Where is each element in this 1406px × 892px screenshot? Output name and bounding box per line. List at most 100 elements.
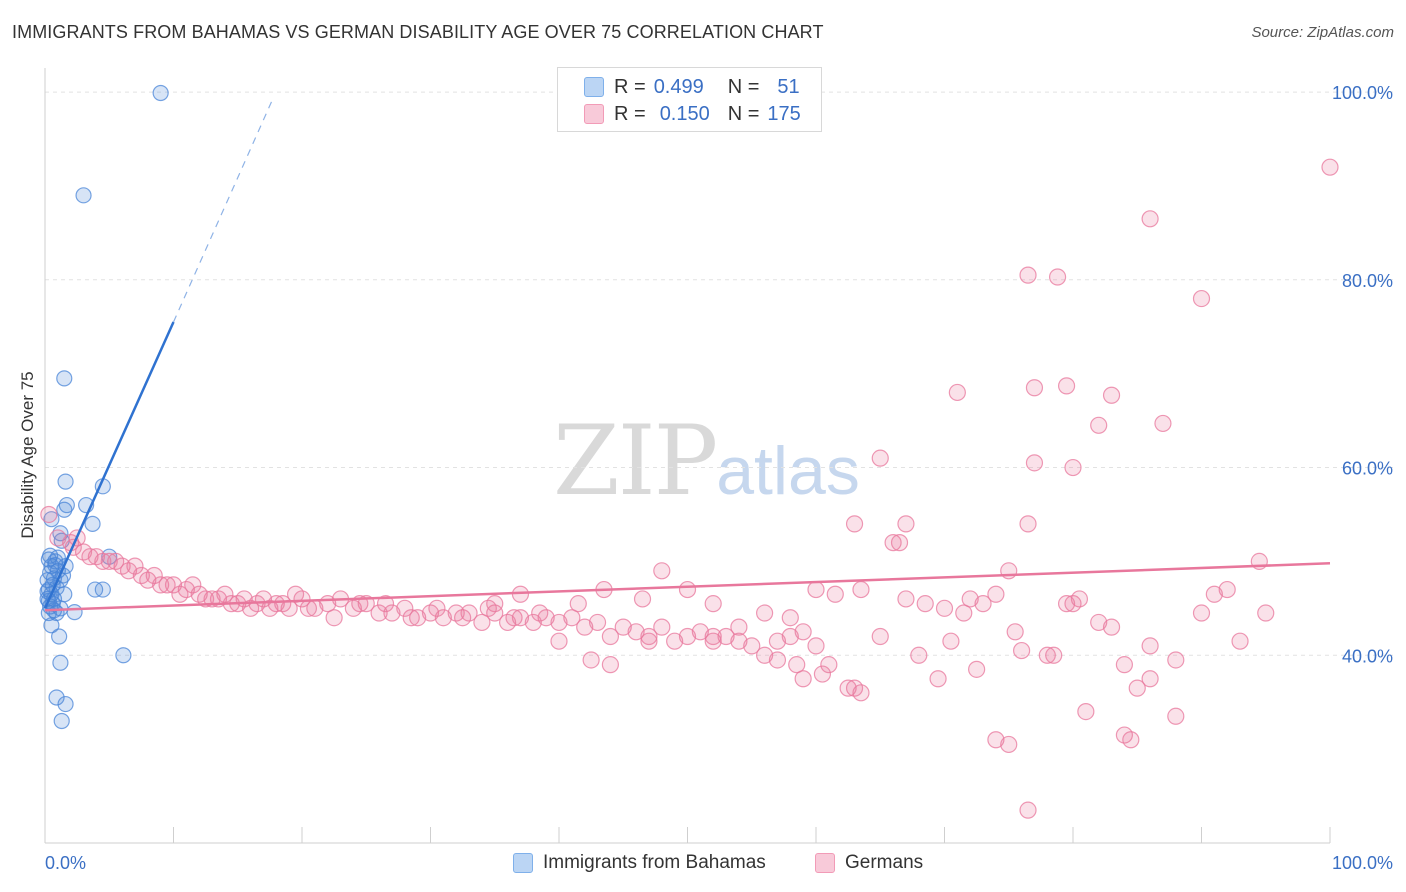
germans-point [325, 609, 343, 627]
germans-point [40, 505, 58, 524]
watermark: ZIPatlas [553, 405, 860, 517]
germans-point [1102, 618, 1121, 636]
germans-point [717, 627, 735, 646]
germans-point [871, 449, 889, 467]
y-tick-label: 100.0% [1332, 83, 1393, 103]
germans-point [1019, 801, 1037, 819]
legend-swatch-bahamas [513, 853, 533, 873]
germans-point [678, 627, 697, 646]
germans-point [1115, 656, 1134, 674]
legend-r-value: 0.499 [653, 75, 704, 98]
bahamas-point [53, 712, 70, 730]
bahamas-point [51, 628, 68, 645]
germans-point [428, 599, 446, 617]
germans-point [1019, 266, 1037, 284]
germans-point [852, 580, 870, 599]
germans-point [961, 590, 979, 608]
germans-point [826, 585, 844, 603]
germans-point [948, 383, 966, 402]
germans-point [1012, 641, 1031, 660]
y-tick-label: 40.0% [1342, 646, 1393, 666]
germans-point [531, 604, 549, 622]
bahamas-point [84, 515, 101, 532]
germans-point [1192, 289, 1211, 308]
germans-point [871, 627, 889, 646]
germans-point [1128, 679, 1146, 697]
germans-point [434, 609, 452, 627]
germans-point [974, 595, 992, 613]
germans-point [145, 566, 163, 585]
x-tick-label: 0.0% [45, 853, 86, 873]
bahamas-point [75, 187, 92, 204]
germans-point [942, 632, 960, 650]
legend-n-label: N = [727, 75, 760, 98]
germans-point [576, 618, 594, 636]
germans-point [1070, 590, 1089, 608]
germans-point [1218, 580, 1236, 599]
source-label: Source: ZipAtlas.com [1251, 24, 1394, 41]
legend-item-germans: Germans [815, 852, 923, 874]
germans-point [640, 632, 658, 650]
germans-point [402, 609, 420, 627]
germans-point [1077, 702, 1095, 721]
germans-point [813, 665, 832, 683]
bahamas-point [56, 501, 73, 518]
germans-point [376, 595, 395, 613]
germans-point [171, 585, 189, 603]
germans-point [158, 576, 176, 594]
germans-point [1090, 613, 1108, 632]
watermark-zip: ZIP [553, 405, 718, 517]
germans-point [691, 623, 709, 641]
bahamas-point [43, 617, 60, 634]
germans-point [152, 576, 170, 594]
germans-point [897, 515, 915, 533]
legend-r-label: R = [614, 75, 646, 98]
germans-point [100, 552, 118, 571]
germans-point [184, 576, 202, 594]
x-tick-label: 100.0% [1332, 853, 1393, 873]
germans-point [755, 646, 774, 664]
germans-point [1038, 646, 1056, 664]
germans-point [396, 599, 414, 617]
germans-point [569, 595, 587, 613]
stats-legend: R = 0.499 N = 51 R = 0.150 N = 175 [557, 67, 822, 132]
germans-point [929, 670, 947, 688]
germans-point [1006, 623, 1024, 641]
bahamas-point [48, 689, 65, 706]
legend-n-label: N = [727, 102, 760, 125]
germans-point [132, 566, 150, 585]
germans-point [550, 613, 568, 632]
y-tick-label: 60.0% [1342, 459, 1393, 479]
germans-point [550, 632, 568, 650]
bahamas-point [115, 647, 132, 664]
watermark-atlas: atlas [716, 433, 860, 509]
bahamas-point [57, 473, 74, 490]
germans-point [627, 623, 645, 641]
germans-point [601, 656, 620, 674]
legend-label-germans: Germans [845, 852, 924, 873]
germans-point [640, 627, 658, 646]
germans-point [1090, 416, 1108, 434]
germans-point [261, 599, 279, 617]
bahamas-point [66, 603, 83, 621]
germans-point [768, 632, 787, 650]
germans-point [807, 580, 825, 599]
legend-swatch-germans [584, 104, 604, 124]
germans-point [845, 515, 864, 533]
germans-point [884, 534, 902, 552]
legend-swatch-germans [815, 853, 835, 873]
bahamas-point [58, 496, 75, 514]
germans-point [505, 609, 523, 627]
germans-point [299, 599, 318, 617]
bahamas-point [56, 370, 73, 387]
germans-point [1064, 458, 1082, 477]
legend-swatch-bahamas [584, 77, 604, 97]
legend-item-bahamas: Immigrants from Bahamas [513, 852, 766, 874]
germans-point [987, 731, 1005, 749]
germans-point [1141, 637, 1159, 655]
germans-point [601, 627, 620, 646]
germans-point [704, 627, 722, 646]
germans-point [1057, 595, 1076, 613]
bahamas-trend-extension [172, 96, 275, 323]
germans-point [1048, 268, 1067, 286]
